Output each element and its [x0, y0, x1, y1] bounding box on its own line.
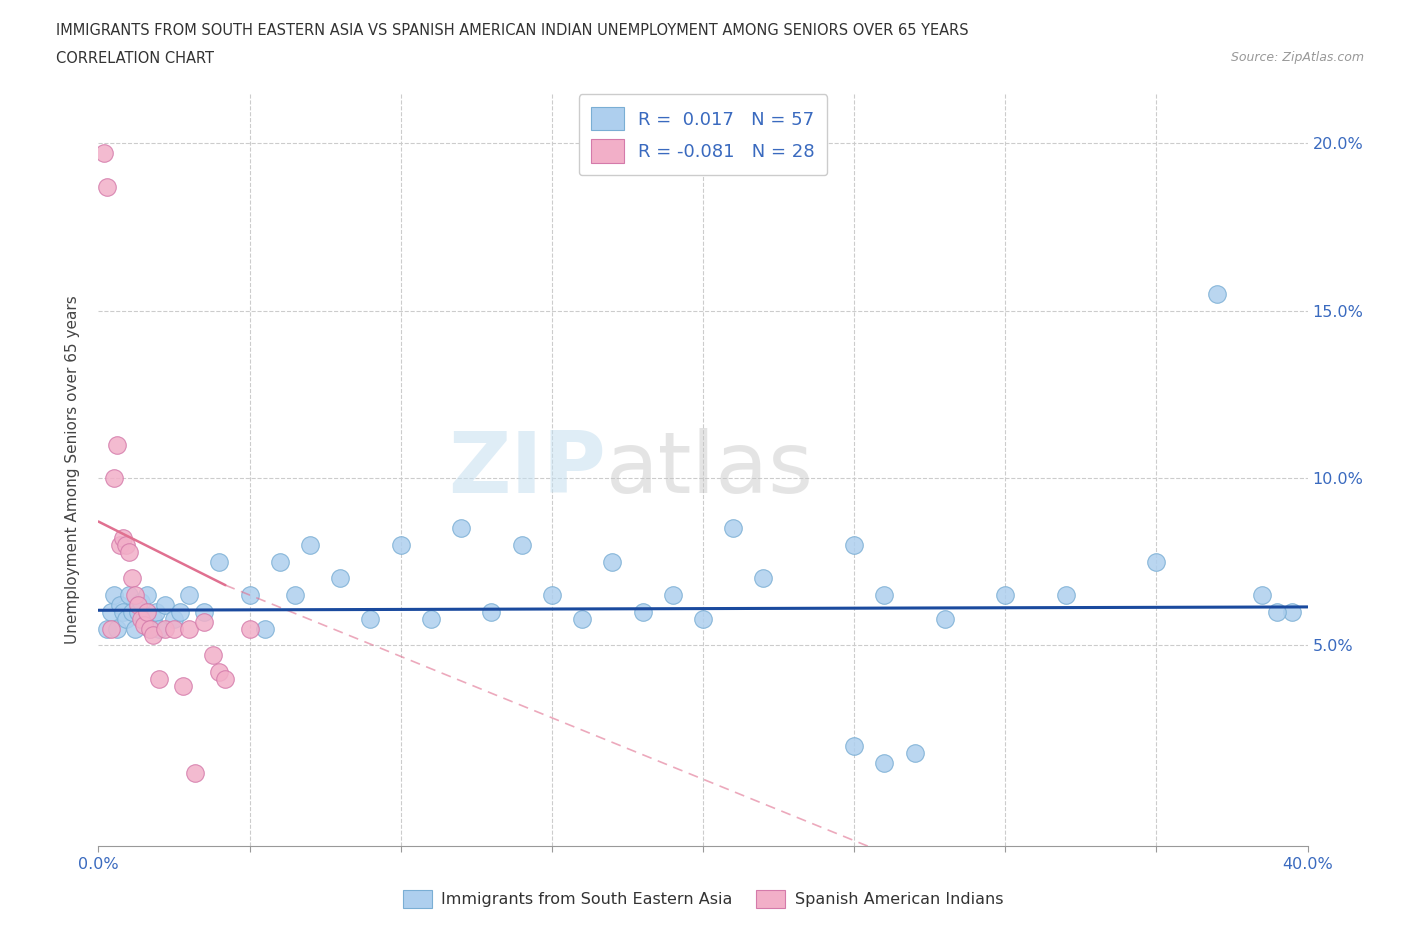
Point [1144, 554, 1167, 569]
Point [202, 648, 225, 663]
Point [602, 554, 624, 569]
Point [114, 538, 136, 552]
Point [145, 604, 167, 619]
Point [139, 621, 162, 636]
Point [124, 621, 146, 636]
Point [1267, 604, 1289, 619]
Point [481, 604, 503, 619]
Point [142, 628, 165, 643]
Point [571, 611, 593, 626]
Point [148, 671, 170, 686]
Point [208, 554, 231, 569]
Y-axis label: Unemployment Among Seniors over 65 years: Unemployment Among Seniors over 65 years [65, 296, 80, 644]
Point [934, 611, 956, 626]
Point [752, 571, 775, 586]
Point [692, 611, 714, 626]
Point [510, 538, 533, 552]
Point [239, 588, 262, 603]
Point [1054, 588, 1077, 603]
Point [360, 611, 382, 626]
Point [142, 611, 165, 626]
Point [1251, 588, 1274, 603]
Point [132, 611, 155, 626]
Point [103, 471, 125, 485]
Point [1281, 604, 1303, 619]
Point [139, 621, 162, 636]
Point [420, 611, 443, 626]
Point [153, 621, 176, 636]
Point [269, 554, 291, 569]
Point [179, 621, 201, 636]
Point [127, 604, 149, 619]
Point [132, 618, 155, 632]
Point [163, 611, 186, 626]
Point [96, 179, 118, 194]
Point [450, 521, 472, 536]
Point [184, 765, 207, 780]
Point [124, 588, 146, 603]
Point [111, 531, 134, 546]
Point [284, 588, 307, 603]
Legend: R =  0.017   N = 57, R = -0.081   N = 28: R = 0.017 N = 57, R = -0.081 N = 28 [579, 95, 827, 175]
Point [239, 621, 262, 636]
Point [96, 621, 118, 636]
Point [105, 437, 128, 452]
Point [661, 588, 683, 603]
Point [127, 598, 149, 613]
Point [844, 538, 866, 552]
Text: Source: ZipAtlas.com: Source: ZipAtlas.com [1230, 51, 1364, 64]
Point [135, 604, 157, 619]
Point [193, 604, 215, 619]
Point [844, 738, 866, 753]
Text: IMMIGRANTS FROM SOUTH EASTERN ASIA VS SPANISH AMERICAN INDIAN UNEMPLOYMENT AMONG: IMMIGRANTS FROM SOUTH EASTERN ASIA VS SP… [56, 23, 969, 38]
Point [389, 538, 412, 552]
Point [172, 678, 194, 693]
Point [118, 544, 141, 559]
Point [163, 621, 186, 636]
Point [631, 604, 654, 619]
Point [179, 588, 201, 603]
Point [873, 755, 896, 770]
Point [193, 615, 215, 630]
Point [253, 621, 276, 636]
Point [108, 538, 131, 552]
Point [1206, 286, 1229, 301]
Point [723, 521, 745, 536]
Point [114, 611, 136, 626]
Point [540, 588, 562, 603]
Point [135, 588, 157, 603]
Point [108, 598, 131, 613]
Point [103, 588, 125, 603]
Text: atlas: atlas [606, 428, 814, 512]
Point [873, 588, 896, 603]
Text: CORRELATION CHART: CORRELATION CHART [56, 51, 214, 66]
Point [100, 604, 122, 619]
Legend: Immigrants from South Eastern Asia, Spanish American Indians: Immigrants from South Eastern Asia, Span… [396, 884, 1010, 914]
Point [214, 671, 236, 686]
Point [148, 621, 170, 636]
Point [118, 588, 141, 603]
Point [105, 621, 128, 636]
Point [111, 604, 134, 619]
Point [129, 594, 152, 609]
Text: ZIP: ZIP [449, 428, 606, 512]
Point [994, 588, 1017, 603]
Point [208, 665, 231, 680]
Point [121, 571, 143, 586]
Point [169, 604, 191, 619]
Point [153, 598, 176, 613]
Point [93, 146, 115, 161]
Point [121, 604, 143, 619]
Point [299, 538, 322, 552]
Point [904, 745, 927, 760]
Point [329, 571, 352, 586]
Point [129, 611, 152, 626]
Point [100, 621, 122, 636]
